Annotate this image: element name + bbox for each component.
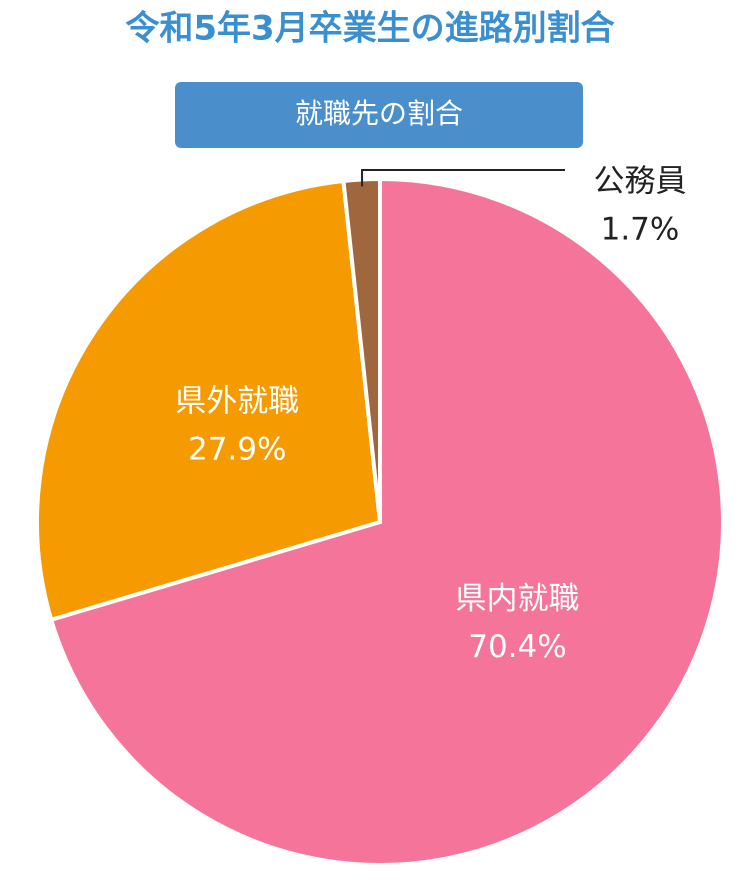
chart-title: 令和5年3月卒業生の進路別割合: [125, 9, 614, 49]
pie-slice: [35, 178, 383, 623]
subtitle-box: [175, 82, 583, 148]
slice-label: 県外就職: [175, 383, 299, 419]
slice-value-label: 1.7%: [601, 212, 680, 248]
leader-line: [361, 169, 565, 187]
slice-label: 県内就職: [455, 581, 579, 617]
slice-value-label: 27.9%: [188, 431, 286, 467]
slice-value-label: 70.4%: [468, 629, 566, 665]
chart-subtitle: 就職先の割合: [295, 97, 463, 130]
pie-slice: [48, 176, 725, 867]
slice-label: 公務員: [594, 164, 687, 200]
